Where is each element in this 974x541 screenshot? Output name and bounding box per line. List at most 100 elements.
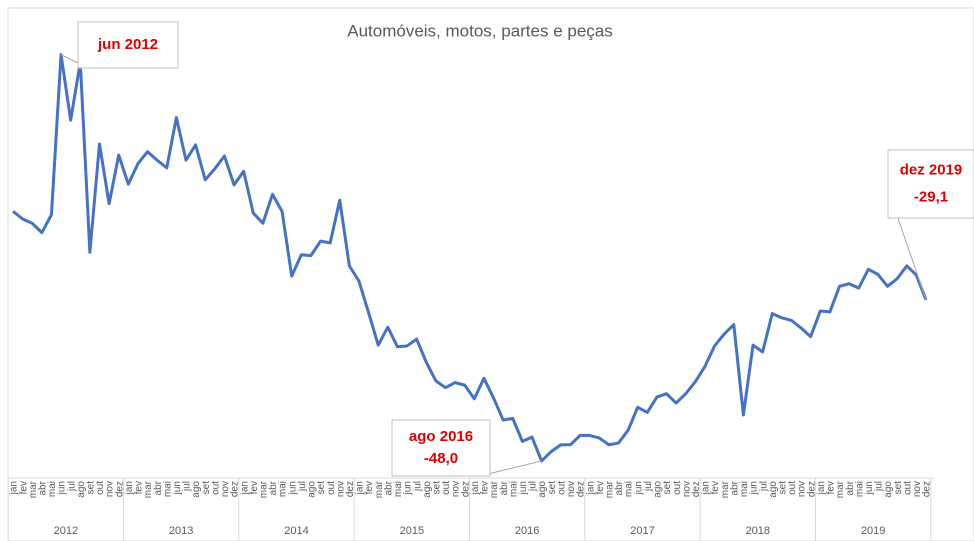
x-tick-label: mai [739, 481, 750, 497]
year-label: 2015 [400, 525, 424, 537]
x-tick-label: ago [191, 481, 202, 498]
x-tick-label: dez [460, 481, 471, 497]
x-tick-label: ago [307, 481, 318, 498]
x-tick-label: jun [749, 481, 760, 495]
x-tick-label: fev [134, 481, 145, 494]
x-tick-label: mai [624, 481, 635, 497]
x-tick-label: set [432, 481, 443, 495]
x-tick-label: jun [287, 481, 298, 495]
x-tick-label: jun [172, 481, 183, 495]
x-tick-label: jul [874, 481, 885, 492]
x-tick-label: set [662, 481, 673, 495]
x-tick-label: fev [480, 481, 491, 494]
x-tick-label: set [201, 481, 212, 495]
x-tick-label: abr [383, 480, 394, 495]
x-tick-label: jan [124, 481, 135, 495]
year-label: 2016 [515, 525, 539, 537]
x-tick-label: out [672, 481, 683, 495]
x-tick-label: mar [835, 480, 846, 498]
callout-label: dez 2019 [900, 161, 963, 178]
x-tick-label: dez [691, 481, 702, 497]
x-tick-label: set [86, 481, 97, 495]
x-tick-label: fev [364, 481, 375, 494]
x-tick-label: nov [797, 481, 808, 497]
x-tick-label: out [210, 481, 221, 495]
x-tick-label: abr [499, 480, 510, 495]
chart-frame [7, 7, 974, 541]
x-tick-label: out [95, 481, 106, 495]
year-label: 2019 [861, 525, 885, 537]
x-tick-label: dez [345, 481, 356, 497]
x-tick-label: fev [710, 481, 721, 494]
x-tick-label: jul [66, 481, 77, 492]
x-tick-label: jun [633, 481, 644, 495]
x-tick-label: jan [470, 481, 481, 495]
x-tick-label: fev [826, 481, 837, 494]
x-tick-label: jul [758, 481, 769, 492]
callout-box [391, 419, 491, 477]
x-tick-label: dez [114, 481, 125, 497]
x-tick-label: ago [422, 481, 433, 498]
x-tick-label: jan [816, 481, 827, 495]
x-tick-label: jun [57, 481, 68, 495]
x-tick-label: abr [729, 480, 740, 495]
x-tick-label: out [326, 481, 337, 495]
callout-leader [897, 217, 927, 301]
x-tick-label: nov [912, 481, 923, 497]
x-tick-label: jan [9, 481, 20, 495]
year-label: 2013 [169, 525, 193, 537]
year-label: 2014 [284, 525, 308, 537]
year-label: 2017 [630, 525, 654, 537]
x-tick-label: nov [681, 481, 692, 497]
x-tick-label: jun [403, 481, 414, 495]
x-tick-label: mai [393, 481, 404, 497]
x-tick-label: jul [643, 481, 654, 492]
x-tick-label: nov [335, 481, 346, 497]
x-tick-label: abr [37, 480, 48, 495]
callout-label: jun 2012 [97, 36, 158, 53]
x-tick-label: set [316, 481, 327, 495]
x-tick-label: mar [28, 480, 39, 498]
x-tick-label: nov [220, 481, 231, 497]
x-tick-label: nov [566, 481, 577, 497]
value-label: -48,0 [424, 450, 458, 467]
x-tick-label: ago [768, 481, 779, 498]
x-tick-label: jul [182, 481, 193, 492]
x-tick-label: dez [806, 481, 817, 497]
x-tick-label: mai [162, 481, 173, 497]
x-tick-label: fev [595, 481, 606, 494]
x-tick-label: set [777, 481, 788, 495]
x-tick-label: mar [720, 480, 731, 498]
x-tick-label: jan [355, 481, 366, 495]
x-tick-label: out [556, 481, 567, 495]
x-tick-label: ago [653, 481, 664, 498]
x-tick-label: nov [451, 481, 462, 497]
x-tick-label: fev [249, 481, 260, 494]
x-tick-label: dez [230, 481, 241, 497]
x-tick-label: out [787, 481, 798, 495]
x-tick-label: jan [239, 481, 250, 495]
x-tick-label: set [893, 481, 904, 495]
data-line [12, 53, 928, 463]
x-tick-label: nov [105, 481, 116, 497]
callout-label: ago 2016 [409, 428, 473, 445]
x-tick-label: fev [18, 481, 29, 494]
x-tick-label: out [902, 481, 913, 495]
value-label: -29,1 [914, 189, 948, 206]
x-tick-label: set [547, 481, 558, 495]
x-tick-label: jun [864, 481, 875, 495]
x-tick-label: abr [614, 480, 625, 495]
x-tick-label: jun [518, 481, 529, 495]
callout-box [887, 149, 974, 219]
x-tick-label: mar [604, 480, 615, 498]
x-tick-label: jul [528, 481, 539, 492]
x-tick-label: mai [47, 481, 58, 497]
x-tick-label: ago [76, 481, 87, 498]
x-tick-label: mai [508, 481, 519, 497]
x-tick-label: jan [585, 481, 596, 495]
year-label: 2012 [54, 525, 78, 537]
x-tick-label: ago [883, 481, 894, 498]
x-tick-label: dez [922, 481, 933, 497]
x-tick-label: mar [259, 480, 270, 498]
